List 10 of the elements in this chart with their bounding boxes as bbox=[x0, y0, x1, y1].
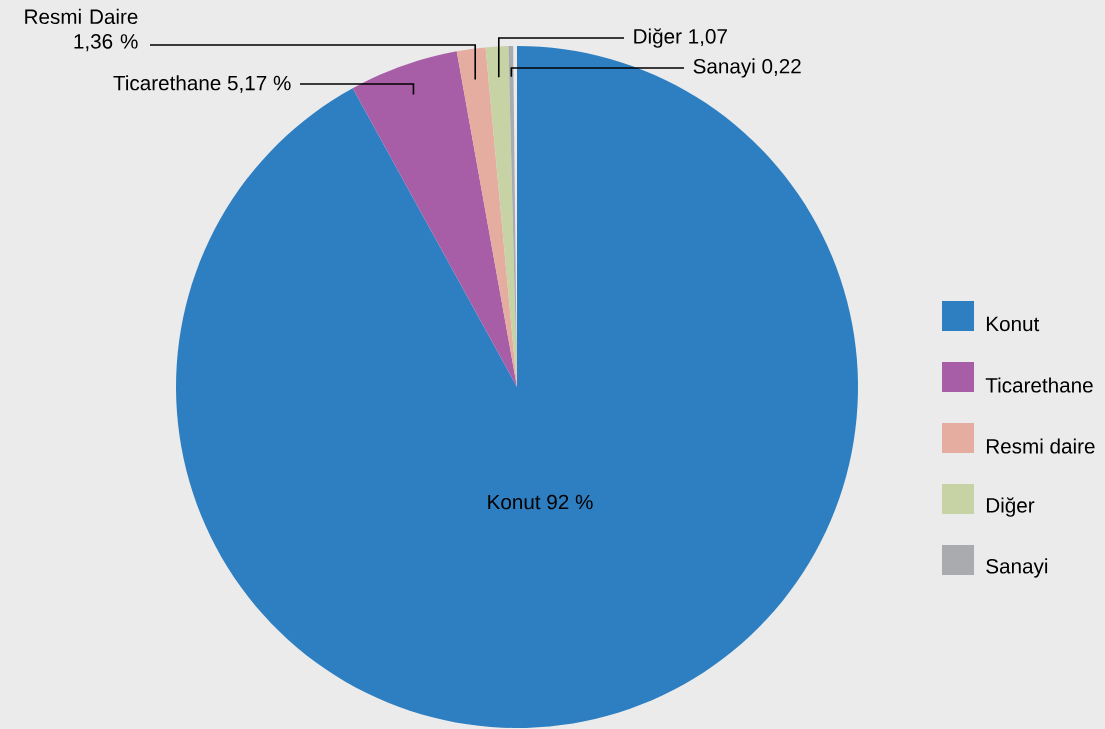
data-label: Resmi Daire 1,36 % bbox=[25, 8, 138, 52]
data-label: Ticarethane 5,17 % bbox=[113, 75, 291, 93]
legend-label: Konut bbox=[986, 316, 1040, 332]
legend-label: Sanayi bbox=[986, 558, 1048, 578]
legend-label: Ticarethane bbox=[985, 377, 1093, 393]
legend-label: Diğer bbox=[986, 497, 1035, 517]
legend-label: Resmi daire bbox=[986, 438, 1095, 454]
data-label: Diğer 1,07 bbox=[634, 28, 727, 48]
data-label: Konut 92 % bbox=[488, 494, 593, 510]
data-label: Sanayi 0,22 bbox=[693, 58, 801, 78]
